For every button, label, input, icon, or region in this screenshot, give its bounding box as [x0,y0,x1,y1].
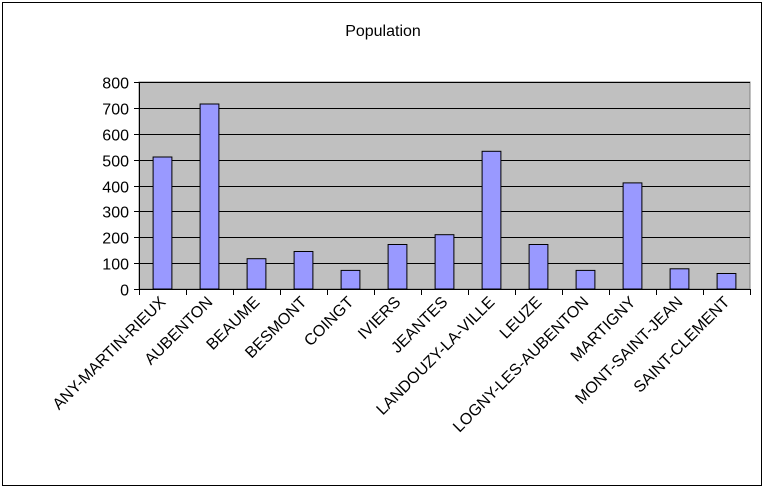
y-tick-label: 800 [102,76,129,93]
bar-martigny [622,182,643,290]
bar-mont-saint-jean [669,268,690,290]
x-tick-label: COINGT [301,294,357,350]
bar-aubenton [199,103,220,290]
y-tick-label: 100 [102,257,129,274]
bar-saint-clement [716,273,737,290]
x-axis: ANY-MARTIN-RIEUXAUBENTONBEAUMEBESMONTCOI… [50,289,751,436]
bar-landouzy-la-ville [481,150,502,290]
y-tick-label: 700 [102,102,129,119]
bar-logny-les-aubenton [575,269,596,290]
bar-besmont [293,251,314,290]
bar-any-martin-rieux [152,156,173,290]
bar-leuze [528,244,549,290]
y-tick-label: 300 [102,205,129,222]
y-tick-label: 400 [102,180,129,197]
bar-jeantes [434,234,455,290]
y-tick-label: 0 [120,283,129,300]
bar-iviers [387,244,408,290]
bar-coingt [340,269,361,290]
chart-title: Population [345,23,421,40]
y-tick-label: 200 [102,231,129,248]
y-tick-label: 600 [102,128,129,145]
y-axis: 0 100 200 300 400 500 600 700 800 [102,76,140,300]
bars [152,103,737,290]
y-tick-label: 500 [102,154,129,171]
bar-beaume [246,258,267,290]
